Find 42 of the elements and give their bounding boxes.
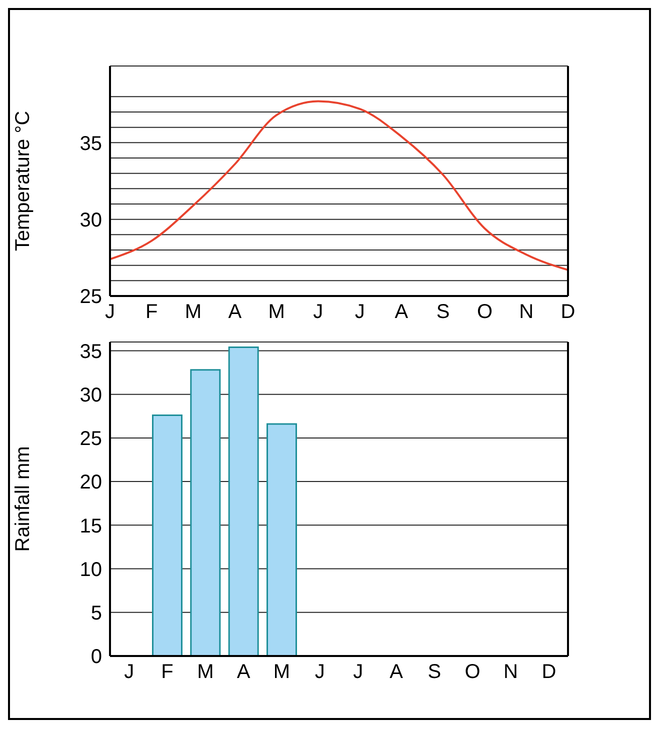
x-tick-label: O [464,661,480,684]
bar [266,423,297,656]
x-tick-label: F [161,661,174,684]
y-tick-label: 20 [80,472,102,494]
y-tick-label: 25 [80,286,102,308]
bar [228,346,259,656]
x-tick-label: A [394,301,409,324]
x-tick-label: S [428,661,442,684]
x-tick-label: M [197,661,214,684]
x-tick-label: J [314,661,325,684]
y-tick-label: 10 [80,558,102,581]
y-tick-label: 35 [80,340,102,363]
bar [190,369,221,656]
x-tick-label: J [313,301,324,324]
y-axis-title: Temperature °C [12,110,34,252]
y-tick-label: 25 [80,428,102,450]
line-series [109,100,569,271]
x-tick-label: J [353,661,364,684]
x-tick-label: D [542,661,556,684]
y-tick-label: 15 [80,515,102,538]
x-tick-label: J [354,301,365,324]
x-tick-label: M [273,661,290,684]
x-tick-label: A [390,661,404,684]
x-tick-label: M [268,301,285,324]
y-tick-label: 30 [80,209,102,232]
bar [152,414,182,656]
y-tick-label: 0 [90,646,102,668]
x-tick-label: D [560,301,576,324]
x-tick-label: N [519,301,534,324]
x-tick-label: N [504,661,518,684]
x-tick-label: M [184,301,202,324]
x-tick-label: A [228,301,242,324]
y-tick-label: 35 [80,132,102,155]
x-tick-label: J [124,661,134,684]
x-tick-label: F [146,301,158,324]
x-tick-label: J [105,301,115,324]
x-tick-label: A [236,661,251,684]
x-tick-label: S [436,301,450,324]
y-axis-title: Rainfall mm [12,446,34,552]
y-tick-label: 30 [80,384,102,406]
y-tick-label: 5 [90,602,102,624]
x-tick-label: O [476,301,493,324]
